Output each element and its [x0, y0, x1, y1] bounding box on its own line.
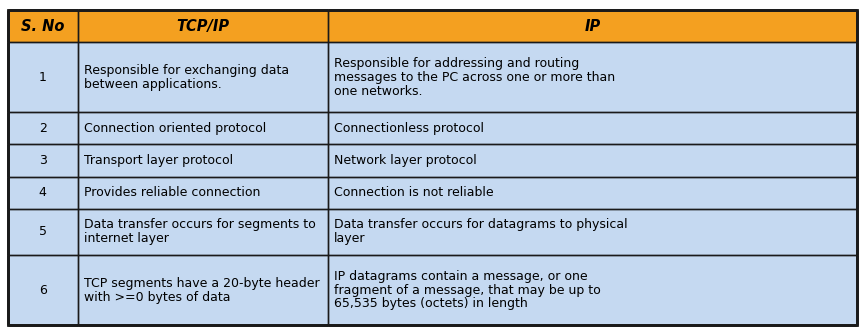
Text: Responsible for addressing and routing: Responsible for addressing and routing: [334, 57, 580, 70]
Bar: [328, 255, 857, 325]
Text: internet layer: internet layer: [84, 232, 169, 245]
Text: Data transfer occurs for segments to: Data transfer occurs for segments to: [84, 218, 316, 231]
Text: 6: 6: [39, 283, 47, 297]
Bar: [8, 255, 78, 325]
Bar: [78, 176, 328, 209]
Text: TCP/IP: TCP/IP: [176, 19, 229, 34]
Text: layer: layer: [334, 232, 366, 245]
Text: Network layer protocol: Network layer protocol: [334, 154, 477, 167]
Text: between applications.: between applications.: [84, 78, 221, 91]
Bar: [8, 144, 78, 176]
Text: Data transfer occurs for datagrams to physical: Data transfer occurs for datagrams to ph…: [334, 218, 628, 231]
Bar: [328, 112, 857, 144]
Bar: [78, 42, 328, 112]
Text: messages to the PC across one or more than: messages to the PC across one or more th…: [334, 71, 615, 84]
Text: 5: 5: [39, 225, 47, 238]
Text: 4: 4: [39, 186, 47, 199]
Text: S. No: S. No: [21, 19, 65, 34]
Bar: [8, 176, 78, 209]
Text: Connectionless protocol: Connectionless protocol: [334, 122, 484, 135]
Text: 3: 3: [39, 154, 47, 167]
Bar: [8, 10, 78, 42]
Text: Transport layer protocol: Transport layer protocol: [84, 154, 233, 167]
Text: IP datagrams contain a message, or one: IP datagrams contain a message, or one: [334, 270, 587, 283]
Text: TCP segments have a 20-byte header: TCP segments have a 20-byte header: [84, 277, 319, 290]
Bar: [328, 209, 857, 255]
Text: Connection is not reliable: Connection is not reliable: [334, 186, 494, 199]
Text: with >=0 bytes of data: with >=0 bytes of data: [84, 290, 230, 303]
Bar: [8, 112, 78, 144]
Bar: [328, 176, 857, 209]
Bar: [78, 144, 328, 176]
Bar: [328, 42, 857, 112]
Bar: [328, 10, 857, 42]
Bar: [8, 209, 78, 255]
Text: one networks.: one networks.: [334, 85, 423, 98]
Text: IP: IP: [585, 19, 600, 34]
Bar: [78, 255, 328, 325]
Text: 1: 1: [39, 71, 47, 84]
Text: 65,535 bytes (octets) in length: 65,535 bytes (octets) in length: [334, 297, 528, 310]
Bar: [78, 10, 328, 42]
Text: Connection oriented protocol: Connection oriented protocol: [84, 122, 266, 135]
Text: Responsible for exchanging data: Responsible for exchanging data: [84, 64, 289, 77]
Bar: [78, 112, 328, 144]
Text: Provides reliable connection: Provides reliable connection: [84, 186, 260, 199]
Bar: [8, 42, 78, 112]
Text: 2: 2: [39, 122, 47, 135]
Bar: [328, 144, 857, 176]
Bar: [78, 209, 328, 255]
Text: fragment of a message, that may be up to: fragment of a message, that may be up to: [334, 283, 601, 297]
